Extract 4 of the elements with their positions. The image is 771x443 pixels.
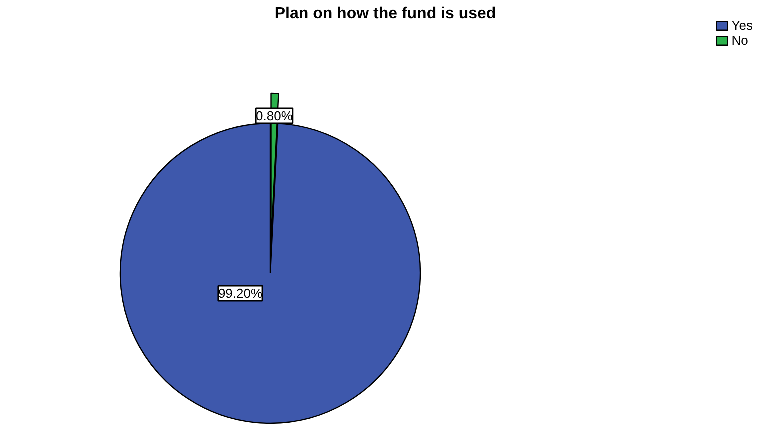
data-label: 99.20% [218,286,263,301]
chart-title: Plan on how the fund is used [274,6,496,22]
legend-label: No [732,33,750,48]
legend-label: Yes [732,18,753,33]
